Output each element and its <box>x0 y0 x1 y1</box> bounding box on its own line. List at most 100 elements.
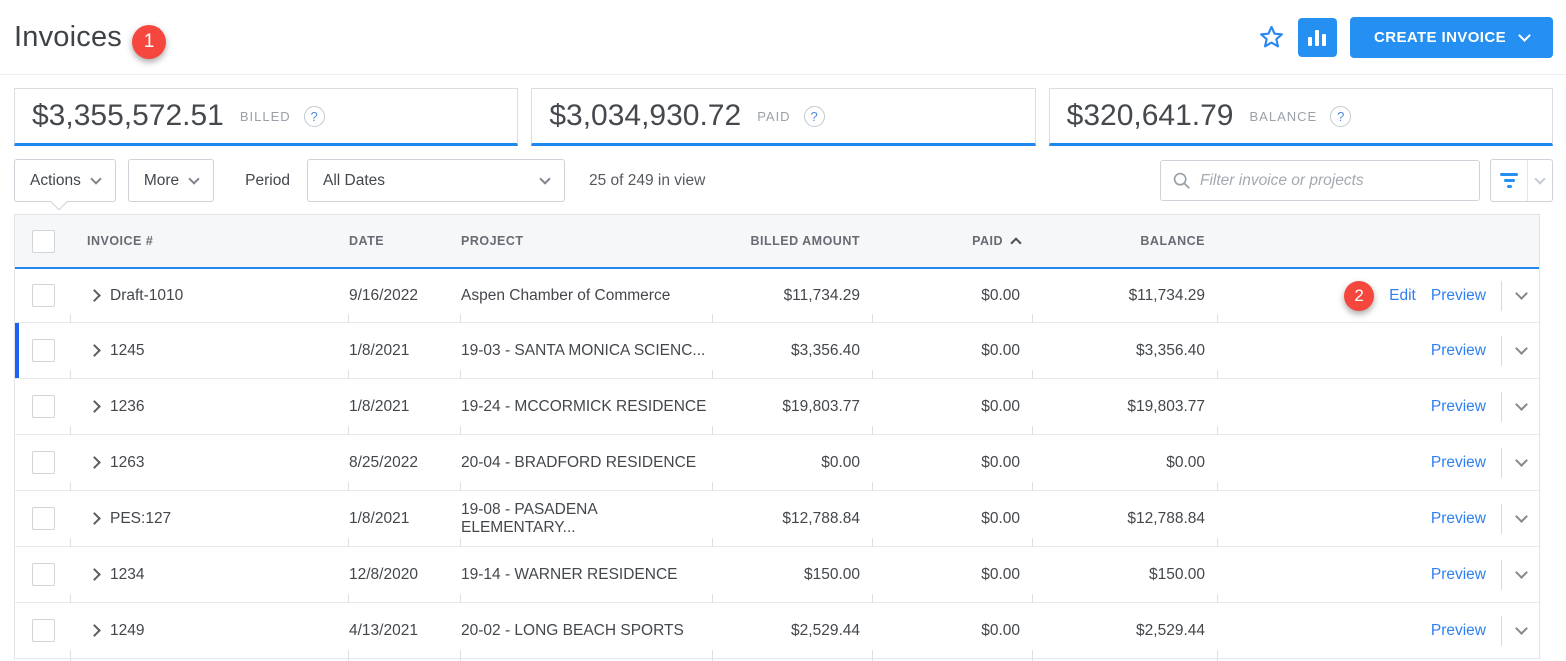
table-row[interactable]: 1236 1/8/2021 19-24 - MCCORMICK RESIDENC… <box>15 379 1539 442</box>
balance-cell: $19,803.77 <box>1033 379 1218 442</box>
favorite-star-icon[interactable] <box>1258 24 1285 51</box>
sort-ascending-icon <box>1010 237 1022 249</box>
paid-cell: $0.00 <box>873 269 1033 330</box>
more-button[interactable]: More <box>127 159 215 202</box>
table-row[interactable]: 1263 8/25/2022 20-04 - BRADFORD RESIDENC… <box>15 435 1539 498</box>
search-icon <box>1172 171 1191 190</box>
preview-link[interactable]: Preview <box>1430 341 1486 359</box>
select-all-cell <box>15 215 71 267</box>
search-box <box>1160 160 1480 201</box>
preview-link[interactable]: Preview <box>1430 397 1486 415</box>
analytics-button[interactable] <box>1297 17 1337 57</box>
row-checkbox[interactable] <box>31 284 55 307</box>
divider <box>1501 503 1502 534</box>
invoice-cell: 1245 <box>71 323 349 386</box>
column-header-billed[interactable]: BILLED AMOUNT <box>750 234 860 248</box>
row-menu-chevron-icon[interactable] <box>1515 286 1528 300</box>
table-row[interactable]: PES:127 1/8/2021 19-08 - PASADENA ELEMEN… <box>15 491 1539 554</box>
edit-link[interactable]: Edit <box>1389 286 1416 304</box>
column-header-project[interactable]: PROJECT <box>461 234 524 248</box>
row-menu-chevron-icon[interactable] <box>1515 341 1528 355</box>
expand-row-chevron-icon[interactable] <box>88 344 101 357</box>
filter-dropdown-button[interactable] <box>1527 160 1552 201</box>
row-checkbox[interactable] <box>31 507 55 530</box>
paid-cell: $0.00 <box>873 323 1033 386</box>
row-menu-chevron-icon[interactable] <box>1515 509 1528 523</box>
row-checkbox-cell <box>15 491 71 554</box>
paid-summary-card: $3,034,930.72 PAID ? <box>531 88 1036 146</box>
expand-row-chevron-icon[interactable] <box>88 568 101 581</box>
row-checkbox[interactable] <box>31 395 55 418</box>
help-icon[interactable]: ? <box>803 105 825 127</box>
help-icon[interactable]: ? <box>1330 105 1352 127</box>
row-checkbox-cell <box>15 547 71 610</box>
preview-link[interactable]: Preview <box>1430 286 1486 304</box>
balance-cell: $2,529.44 <box>1033 603 1218 661</box>
row-menu-chevron-icon[interactable] <box>1515 621 1528 635</box>
date-cell: 9/16/2022 <box>349 269 461 330</box>
billed-summary-card: $3,355,572.51 BILLED ? <box>14 88 519 146</box>
preview-link[interactable]: Preview <box>1430 621 1486 639</box>
row-actions-cell: Preview <box>1218 603 1539 658</box>
column-header-date[interactable]: DATE <box>349 234 385 248</box>
period-label: Period <box>245 171 290 189</box>
billed-amount-cell: $19,803.77 <box>713 379 873 442</box>
help-icon[interactable]: ? <box>303 105 325 127</box>
row-checkbox[interactable] <box>31 451 55 474</box>
paid-cell: $0.00 <box>873 603 1033 661</box>
expand-row-chevron-icon[interactable] <box>88 400 101 413</box>
column-header-paid[interactable]: PAID <box>873 215 1033 267</box>
billed-amount-cell: $11,734.29 <box>713 269 873 330</box>
paid-cell: $0.00 <box>873 379 1033 442</box>
preview-link[interactable]: Preview <box>1430 453 1486 471</box>
balance-cell: $0.00 <box>1033 435 1218 498</box>
date-cell: 1/8/2021 <box>349 323 461 386</box>
annotation-badge-1: 1 <box>132 25 166 59</box>
table-row[interactable]: 1245 1/8/2021 19-03 - SANTA MONICA SCIEN… <box>15 323 1539 386</box>
column-header-invoice[interactable]: INVOICE # <box>87 234 154 248</box>
divider <box>1501 447 1502 478</box>
expand-row-chevron-icon[interactable] <box>88 512 101 525</box>
invoice-number: 1236 <box>110 397 145 415</box>
preview-link[interactable]: Preview <box>1430 509 1486 527</box>
balance-cell: $3,356.40 <box>1033 323 1218 386</box>
balance-cell: $12,788.84 <box>1033 491 1218 554</box>
billed-label: BILLED <box>239 108 291 124</box>
row-actions-cell: 2 Edit Preview <box>1218 269 1539 322</box>
paid-cell: $0.00 <box>873 435 1033 498</box>
select-all-checkbox[interactable] <box>31 229 55 253</box>
invoice-number: 1263 <box>110 453 145 471</box>
project-cell: 19-24 - MCCORMICK RESIDENCE <box>461 379 713 442</box>
row-menu-chevron-icon[interactable] <box>1515 565 1528 579</box>
filter-button[interactable] <box>1491 160 1527 201</box>
chevron-down-icon <box>1518 28 1531 42</box>
row-checkbox[interactable] <box>31 563 55 586</box>
create-invoice-button[interactable]: CREATE INVOICE <box>1349 16 1553 58</box>
table-row[interactable]: 1234 12/8/2020 19-14 - WARNER RESIDENCE … <box>15 547 1539 610</box>
expand-row-chevron-icon[interactable] <box>88 624 101 637</box>
table-row[interactable]: 1249 4/13/2021 20-02 - LONG BEACH SPORTS… <box>15 603 1539 661</box>
more-button-label: More <box>143 171 180 189</box>
row-menu-chevron-icon[interactable] <box>1515 397 1528 411</box>
preview-link[interactable]: Preview <box>1430 565 1486 583</box>
column-header-balance[interactable]: BALANCE <box>1140 234 1205 248</box>
expand-row-chevron-icon[interactable] <box>88 456 101 469</box>
row-actions-cell: Preview <box>1218 435 1539 490</box>
row-checkbox[interactable] <box>31 619 55 642</box>
project-cell: 19-14 - WARNER RESIDENCE <box>461 547 713 610</box>
search-input[interactable] <box>1200 171 1468 190</box>
actions-button[interactable]: Actions <box>14 159 116 211</box>
invoice-cell: PES:127 <box>71 491 349 554</box>
paid-cell: $0.00 <box>873 491 1033 554</box>
row-menu-chevron-icon[interactable] <box>1515 453 1528 467</box>
billed-amount: $3,355,572.51 <box>32 99 224 132</box>
page-header: Invoices 1 CREATE INVOICE <box>0 0 1566 75</box>
period-select[interactable]: All Dates <box>306 159 565 202</box>
row-checkbox[interactable] <box>31 339 55 362</box>
actions-menu-pointer <box>50 193 68 211</box>
table-row[interactable]: Draft-1010 9/16/2022 Aspen Chamber of Co… <box>15 267 1539 330</box>
expand-row-chevron-icon[interactable] <box>88 289 101 302</box>
billed-amount-cell: $2,529.44 <box>713 603 873 661</box>
row-actions-cell: Preview <box>1218 323 1539 378</box>
table-header-row: INVOICE # DATE PROJECT BILLED AMOUNT PAI… <box>15 215 1539 267</box>
